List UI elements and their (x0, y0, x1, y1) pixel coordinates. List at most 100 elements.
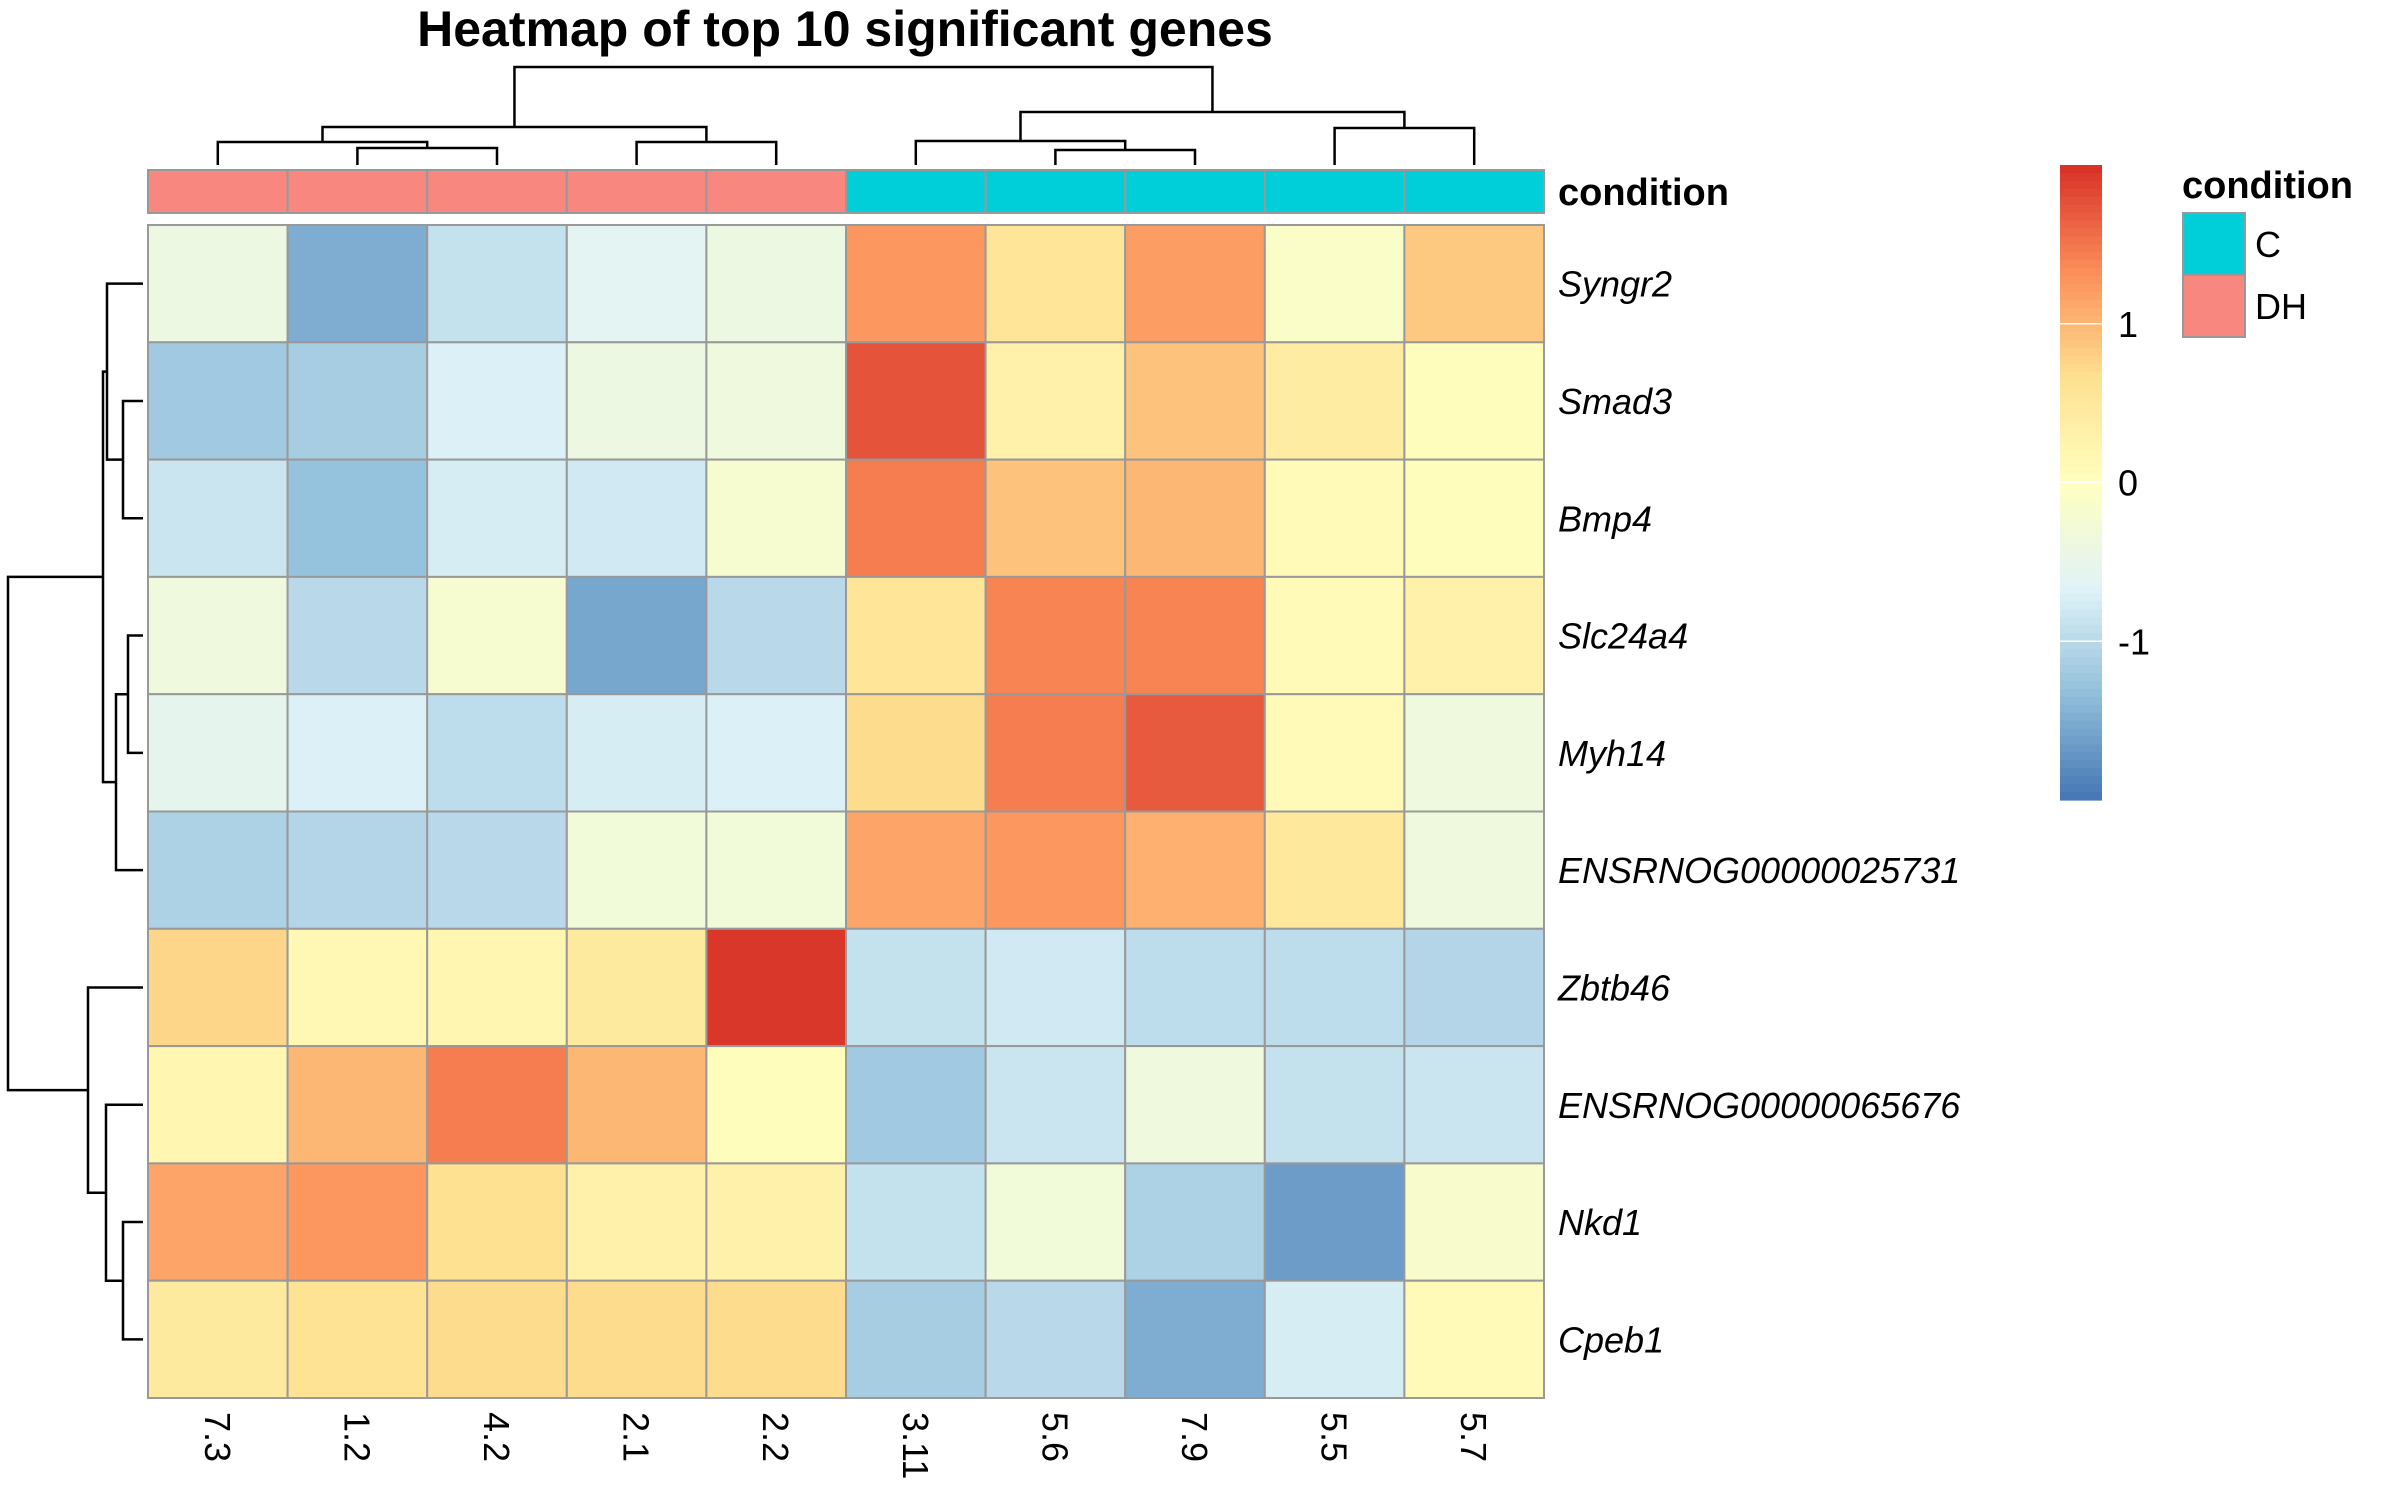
heatmap-cell (1263, 575, 1406, 696)
color-scale-step (2060, 768, 2102, 777)
color-scale-step (2060, 760, 2102, 769)
color-scale-step (2060, 585, 2102, 595)
color-scale-step (2060, 474, 2102, 484)
heatmap-cell (147, 458, 289, 578)
heatmap-cell (1124, 927, 1266, 1048)
color-scale-step (2060, 411, 2102, 420)
color-scale-step (2060, 498, 2102, 507)
color-scale-step (2060, 506, 2102, 515)
heatmap-cell (147, 693, 289, 813)
annotation-cell (984, 169, 1127, 214)
dendrogram-branch (356, 146, 499, 165)
annotation-cell (147, 169, 289, 214)
color-scale-step (2060, 188, 2102, 198)
heatmap-cell (1263, 810, 1406, 930)
color-scale-step (2060, 307, 2102, 317)
row-dendrogram (6, 282, 143, 1341)
column-label: 2.2 (755, 1412, 796, 1462)
color-scale-step (2060, 299, 2102, 309)
color-scale-tick-label: -1 (2118, 621, 2150, 662)
heatmap-cell (705, 341, 848, 461)
heatmap-cell (147, 224, 289, 344)
heatmap-cell (984, 693, 1127, 813)
heatmap-cell (1403, 927, 1546, 1048)
heatmap-cell (286, 575, 429, 696)
row-label: ENSRNOG00000025731 (1558, 850, 1960, 891)
heatmap-cell (565, 1045, 708, 1165)
color-scale-step (2060, 315, 2102, 325)
heatmap-cell (286, 458, 429, 578)
annotation-cell (705, 169, 848, 214)
dendrogram-branch (321, 125, 708, 142)
color-scale-step (2060, 466, 2102, 476)
row-label: Syngr2 (1558, 264, 1672, 305)
heatmap-cell (984, 1162, 1127, 1282)
color-scale-step (2060, 665, 2102, 674)
heatmap-cell (845, 927, 987, 1048)
dendrogram-branch (1019, 110, 1406, 141)
color-scale-step (2060, 546, 2102, 555)
color-scale-step (2060, 196, 2102, 206)
heatmap-cell (1403, 575, 1546, 696)
heatmap-cell (705, 1162, 848, 1282)
heatmap-cell (147, 575, 289, 696)
heatmap-cell (565, 575, 708, 696)
color-scale-step (2060, 514, 2102, 523)
heatmap-cell (845, 810, 987, 930)
heatmap-cell (1263, 458, 1406, 578)
heatmap-cell (1263, 1162, 1406, 1282)
heatmap-cell (984, 1279, 1127, 1399)
color-scale-step (2060, 649, 2102, 658)
column-labels: 7.3 1.2 4.2 2.1 2.2 3.11 5.6 7.9 5.5 5.7 (197, 1412, 1494, 1479)
color-scale-step (2060, 426, 2102, 436)
heatmap-cell (1263, 224, 1406, 344)
heatmap-cell (705, 575, 848, 696)
color-scale-step (2060, 379, 2102, 388)
color-scale-step (2060, 355, 2102, 365)
color-scale-step (2060, 172, 2102, 182)
heatmap-cell (426, 224, 568, 344)
color-scale-step (2060, 268, 2102, 277)
color-scale-step (2060, 561, 2102, 571)
color-scale-tick-label: 1 (2118, 304, 2138, 345)
color-scale-step (2060, 228, 2102, 238)
column-label: 7.3 (197, 1412, 238, 1462)
dendrogram-branch (114, 692, 143, 872)
color-scale-step (2060, 680, 2102, 690)
row-label: Slc24a4 (1558, 616, 1688, 657)
color-scale-step (2060, 490, 2102, 499)
row-label: Zbtb46 (1557, 967, 1671, 1008)
color-scale-step (2060, 165, 2102, 174)
color-scale-step (2060, 450, 2102, 460)
color-scale-step (2060, 434, 2102, 444)
heatmap-cell (705, 693, 848, 813)
row-label: Nkd1 (1558, 1202, 1642, 1243)
heatmap-cell (984, 224, 1127, 344)
condition-legend-swatch (2182, 212, 2246, 276)
heatmap-cell (286, 1045, 429, 1165)
heatmap-cell (984, 927, 1127, 1048)
color-scale-step (2060, 657, 2102, 666)
heatmap-cell (565, 224, 708, 344)
color-scale-step (2060, 212, 2102, 222)
heatmap-cell (147, 810, 289, 930)
dendrogram-branch (105, 282, 143, 461)
column-label: 1.2 (336, 1412, 377, 1462)
heatmap-cell (286, 1279, 429, 1399)
heatmap-cell (286, 693, 429, 813)
column-label: 3.11 (895, 1412, 936, 1479)
heatmap-cell (845, 575, 987, 696)
dendrogram-branch (104, 1103, 143, 1282)
heatmap-cell (426, 575, 568, 696)
heatmap-cell (1124, 810, 1266, 930)
heatmap-cell (705, 927, 848, 1048)
dendrogram-branch (121, 399, 143, 520)
color-scale-step (2060, 609, 2102, 619)
heatmap-cell (1403, 810, 1546, 930)
color-scale-step (2060, 323, 2102, 333)
heatmap-cell (1403, 693, 1546, 813)
row-label: ENSRNOG00000065676 (1558, 1085, 1961, 1126)
heatmap-cell (1403, 1045, 1546, 1165)
annotation-cell (1263, 169, 1406, 214)
